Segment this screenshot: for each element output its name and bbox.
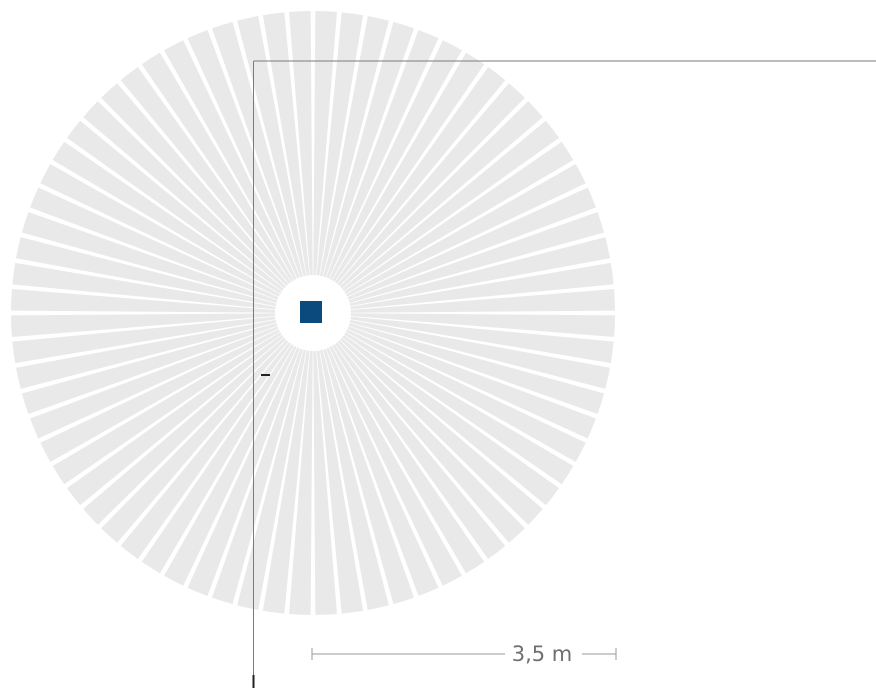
coverage-sector xyxy=(350,262,614,310)
coverage-sector xyxy=(21,323,278,415)
coverage-sector xyxy=(83,101,286,289)
coverage-sector xyxy=(346,329,586,462)
coverage-sector xyxy=(344,332,574,485)
coverage-sector xyxy=(350,289,615,313)
coverage-sector xyxy=(164,346,297,586)
coverage-sector xyxy=(11,289,276,313)
coverage-sector xyxy=(337,340,525,543)
coverage-sector xyxy=(340,101,543,289)
coverage-sector xyxy=(262,350,310,614)
coverage-sector xyxy=(319,349,389,610)
coverage-sector xyxy=(348,323,605,415)
coverage-sector xyxy=(16,237,277,307)
coverage-sector xyxy=(120,66,291,284)
coverage-sector xyxy=(164,40,297,280)
coverage-area xyxy=(11,11,615,615)
coverage-sector xyxy=(342,120,560,291)
coverage-sector xyxy=(83,337,286,525)
coverage-sector xyxy=(16,319,277,389)
coverage-sector xyxy=(11,313,276,337)
coverage-sector xyxy=(187,347,300,596)
coverage-sector xyxy=(316,350,364,614)
coverage-sector xyxy=(346,164,586,297)
coverage-sector xyxy=(289,350,313,615)
coverage-sector xyxy=(347,326,596,439)
coverage-sector xyxy=(40,164,280,297)
coverage-sector xyxy=(237,16,307,277)
coverage-sector xyxy=(52,332,282,485)
coverage-sector xyxy=(187,30,300,279)
coverage-sector xyxy=(326,347,439,596)
coverage-sector xyxy=(329,40,462,280)
coverage-sector xyxy=(349,237,610,307)
coverage-sector xyxy=(141,344,294,574)
scale-bar: 3,5 m xyxy=(311,642,617,666)
coverage-sector xyxy=(262,12,310,276)
coverage-sector xyxy=(348,211,605,303)
coverage-sector xyxy=(211,21,303,278)
coverage-sector xyxy=(335,342,506,560)
coverage-sector xyxy=(141,52,294,282)
coverage-sector xyxy=(120,342,291,560)
coverage-sector xyxy=(335,66,506,284)
coverage-sector xyxy=(52,141,282,294)
coverage-sector xyxy=(313,11,337,276)
coverage-sector xyxy=(332,52,485,282)
coverage-sector xyxy=(323,21,415,278)
scale-bar-label: 3,5 m xyxy=(512,642,573,666)
coverage-sector xyxy=(340,337,543,525)
coverage-sector xyxy=(344,141,574,294)
coverage-sector xyxy=(349,319,610,389)
coverage-sector xyxy=(332,344,485,574)
coverage-sector xyxy=(66,120,284,291)
coverage-sector xyxy=(319,16,389,277)
coverage-sector xyxy=(347,187,596,300)
coverage-sector xyxy=(316,12,364,276)
coverage-sector xyxy=(12,262,276,310)
coverage-sector xyxy=(66,335,284,506)
coverage-sector xyxy=(30,326,279,439)
coverage-sector xyxy=(211,348,303,605)
square-sensor-icon xyxy=(300,301,322,323)
frame-lines xyxy=(252,60,876,688)
coverage-sector xyxy=(21,211,278,303)
coverage-sector xyxy=(30,187,279,300)
coverage-sector xyxy=(313,350,337,615)
coverage-sector xyxy=(342,335,560,506)
coverage-sector xyxy=(350,316,614,364)
coverage-sector xyxy=(12,316,276,364)
coverage-sector xyxy=(337,83,525,286)
coverage-sector xyxy=(323,348,415,605)
coverage-sector xyxy=(101,340,289,543)
coverage-sector xyxy=(289,11,313,276)
coverage-sector xyxy=(40,329,280,462)
coverage-sector xyxy=(350,313,615,337)
coverage-sector xyxy=(101,83,289,286)
coverage-sector xyxy=(329,346,462,586)
coverage-sector xyxy=(326,30,439,279)
coverage-sector xyxy=(237,349,307,610)
